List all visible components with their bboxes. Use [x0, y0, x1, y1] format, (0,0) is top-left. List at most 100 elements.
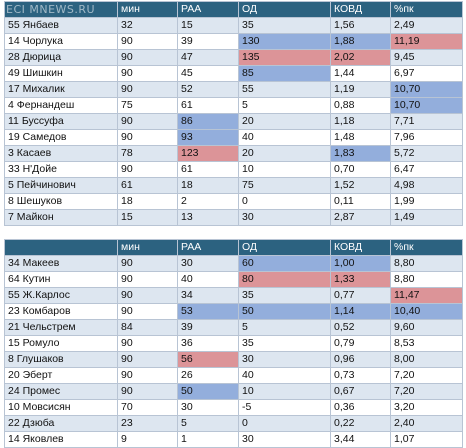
- stat-cell: 55: [238, 81, 331, 98]
- stat-cell: 56: [177, 351, 239, 368]
- stat-cell: 1,88: [330, 33, 391, 50]
- stat-cell: 0,88: [330, 97, 391, 114]
- stat-cell: 0,52: [330, 319, 391, 336]
- table-row: 22 Дзюба 23 5 0 0,22 2,40: [4, 415, 463, 432]
- stat-cell: 61: [177, 161, 239, 178]
- table-row: 4 Фернандеш 75 61 5 0,88 10,70: [4, 97, 463, 114]
- stat-cell: 10: [238, 383, 331, 400]
- column-header: мин: [117, 239, 178, 256]
- player-name-cell: 21 Чельстрем: [4, 319, 118, 336]
- stat-cell: 86: [177, 113, 239, 130]
- stat-cell: 30: [238, 431, 331, 448]
- table-header-row: мин РАА ОД КОВД %пк: [4, 239, 463, 256]
- stat-cell: 90: [117, 383, 178, 400]
- stat-cell: 18: [177, 177, 239, 194]
- player-name-cell: 49 Шишкин: [4, 65, 118, 82]
- stat-cell: 30: [238, 209, 331, 226]
- stat-cell: 0,22: [330, 415, 391, 432]
- stat-cell: 130: [238, 33, 331, 50]
- stat-cell: 5: [238, 97, 331, 114]
- stat-cell: 9,45: [390, 49, 463, 66]
- stat-cell: 9,60: [390, 319, 463, 336]
- column-header: КОВД: [330, 239, 391, 256]
- player-name-cell: 22 Дзюба: [4, 415, 118, 432]
- table-row: 11 Буссуфа 90 86 20 1,18 7,71: [4, 113, 463, 130]
- stat-cell: 10,70: [390, 81, 463, 98]
- player-name-cell: 14 Яковлев: [4, 431, 118, 448]
- stat-cell: 39: [177, 33, 239, 50]
- stat-cell: 90: [117, 335, 178, 352]
- stat-cell: 1,99: [390, 193, 463, 210]
- table-row: 17 Михалик 90 52 55 1,19 10,70: [4, 81, 463, 98]
- table-row: 14 Чорлука 90 39 130 1,88 11,19: [4, 33, 463, 50]
- stats-table-1: мин РАА ОД КОВД %пк 55 Янбаев 32 15 35 1,56 2,49 14…: [4, 1, 463, 226]
- stat-cell: 0,11: [330, 193, 391, 210]
- stat-cell: 0,77: [330, 287, 391, 304]
- column-header: [4, 1, 118, 18]
- stats-table-2: мин РАА ОД КОВД %пк 34 Макеев 90 30 60 1,00 8,80 64…: [4, 239, 463, 448]
- column-header: мин: [117, 1, 178, 18]
- stat-cell: 8,53: [390, 335, 463, 352]
- stat-cell: 3,20: [390, 399, 463, 416]
- stat-cell: 15: [177, 17, 239, 34]
- stat-cell: 40: [238, 129, 331, 146]
- stat-cell: 26: [177, 367, 239, 384]
- stat-cell: 40: [177, 271, 239, 288]
- table-header-row: мин РАА ОД КОВД %пк: [4, 1, 463, 18]
- stat-cell: 90: [117, 81, 178, 98]
- stat-cell: 80: [238, 271, 331, 288]
- table-row: 10 Мовсисян 70 30 -5 0,36 3,20: [4, 399, 463, 416]
- stat-cell: 2,02: [330, 49, 391, 66]
- table-row: 24 Промес 90 50 10 0,67 7,20: [4, 383, 463, 400]
- table-row: 28 Дюрица 90 47 135 2,02 9,45: [4, 49, 463, 66]
- stat-cell: 10,40: [390, 303, 463, 320]
- stat-cell: 90: [117, 65, 178, 82]
- stat-cell: 75: [238, 177, 331, 194]
- stat-cell: 0: [238, 193, 331, 210]
- stat-cell: 52: [177, 81, 239, 98]
- player-name-cell: 55 Ж.Карлос: [4, 287, 118, 304]
- stat-cell: 90: [117, 367, 178, 384]
- stat-cell: 90: [117, 303, 178, 320]
- stat-cell: 3,44: [330, 431, 391, 448]
- player-name-cell: 20 Эберт: [4, 367, 118, 384]
- player-name-cell: 28 Дюрица: [4, 49, 118, 66]
- stat-cell: 0,36: [330, 399, 391, 416]
- stat-cell: 30: [177, 399, 239, 416]
- stat-cell: 10,70: [390, 97, 463, 114]
- stat-cell: 20: [238, 145, 331, 162]
- stat-cell: 90: [117, 49, 178, 66]
- stat-cell: 7,71: [390, 113, 463, 130]
- stat-cell: 15: [117, 209, 178, 226]
- stat-cell: 8,80: [390, 271, 463, 288]
- stat-cell: 61: [117, 177, 178, 194]
- player-name-cell: 33 Н'Дойе: [4, 161, 118, 178]
- player-name-cell: 55 Янбаев: [4, 17, 118, 34]
- stat-cell: 7,20: [390, 383, 463, 400]
- stat-cell: 123: [177, 145, 239, 162]
- stat-cell: 0,96: [330, 351, 391, 368]
- player-name-cell: 3 Касаев: [4, 145, 118, 162]
- stat-cell: 2,87: [330, 209, 391, 226]
- table-row: 5 Пейчинович 61 18 75 1,52 4,98: [4, 177, 463, 194]
- stat-cell: 84: [117, 319, 178, 336]
- table-row: 23 Комбаров 90 53 50 1,14 10,40: [4, 303, 463, 320]
- column-header: ОД: [238, 1, 331, 18]
- column-header: РАА: [177, 239, 239, 256]
- stat-cell: 0: [238, 415, 331, 432]
- player-name-cell: 4 Фернандеш: [4, 97, 118, 114]
- stat-cell: 0,79: [330, 335, 391, 352]
- stat-cell: 7,96: [390, 129, 463, 146]
- stat-cell: 20: [238, 113, 331, 130]
- table-row: 8 Шешуков 18 2 0 0,11 1,99: [4, 193, 463, 210]
- column-header: %пк: [390, 1, 463, 18]
- stat-cell: 50: [177, 383, 239, 400]
- stat-cell: 45: [177, 65, 239, 82]
- stat-cell: 30: [177, 255, 239, 272]
- stat-cell: 0,70: [330, 161, 391, 178]
- stat-cell: 11,47: [390, 287, 463, 304]
- table-row: 8 Глушаков 90 56 30 0,96 8,00: [4, 351, 463, 368]
- stat-cell: 90: [117, 129, 178, 146]
- column-header: [4, 239, 118, 256]
- stat-cell: 1,14: [330, 303, 391, 320]
